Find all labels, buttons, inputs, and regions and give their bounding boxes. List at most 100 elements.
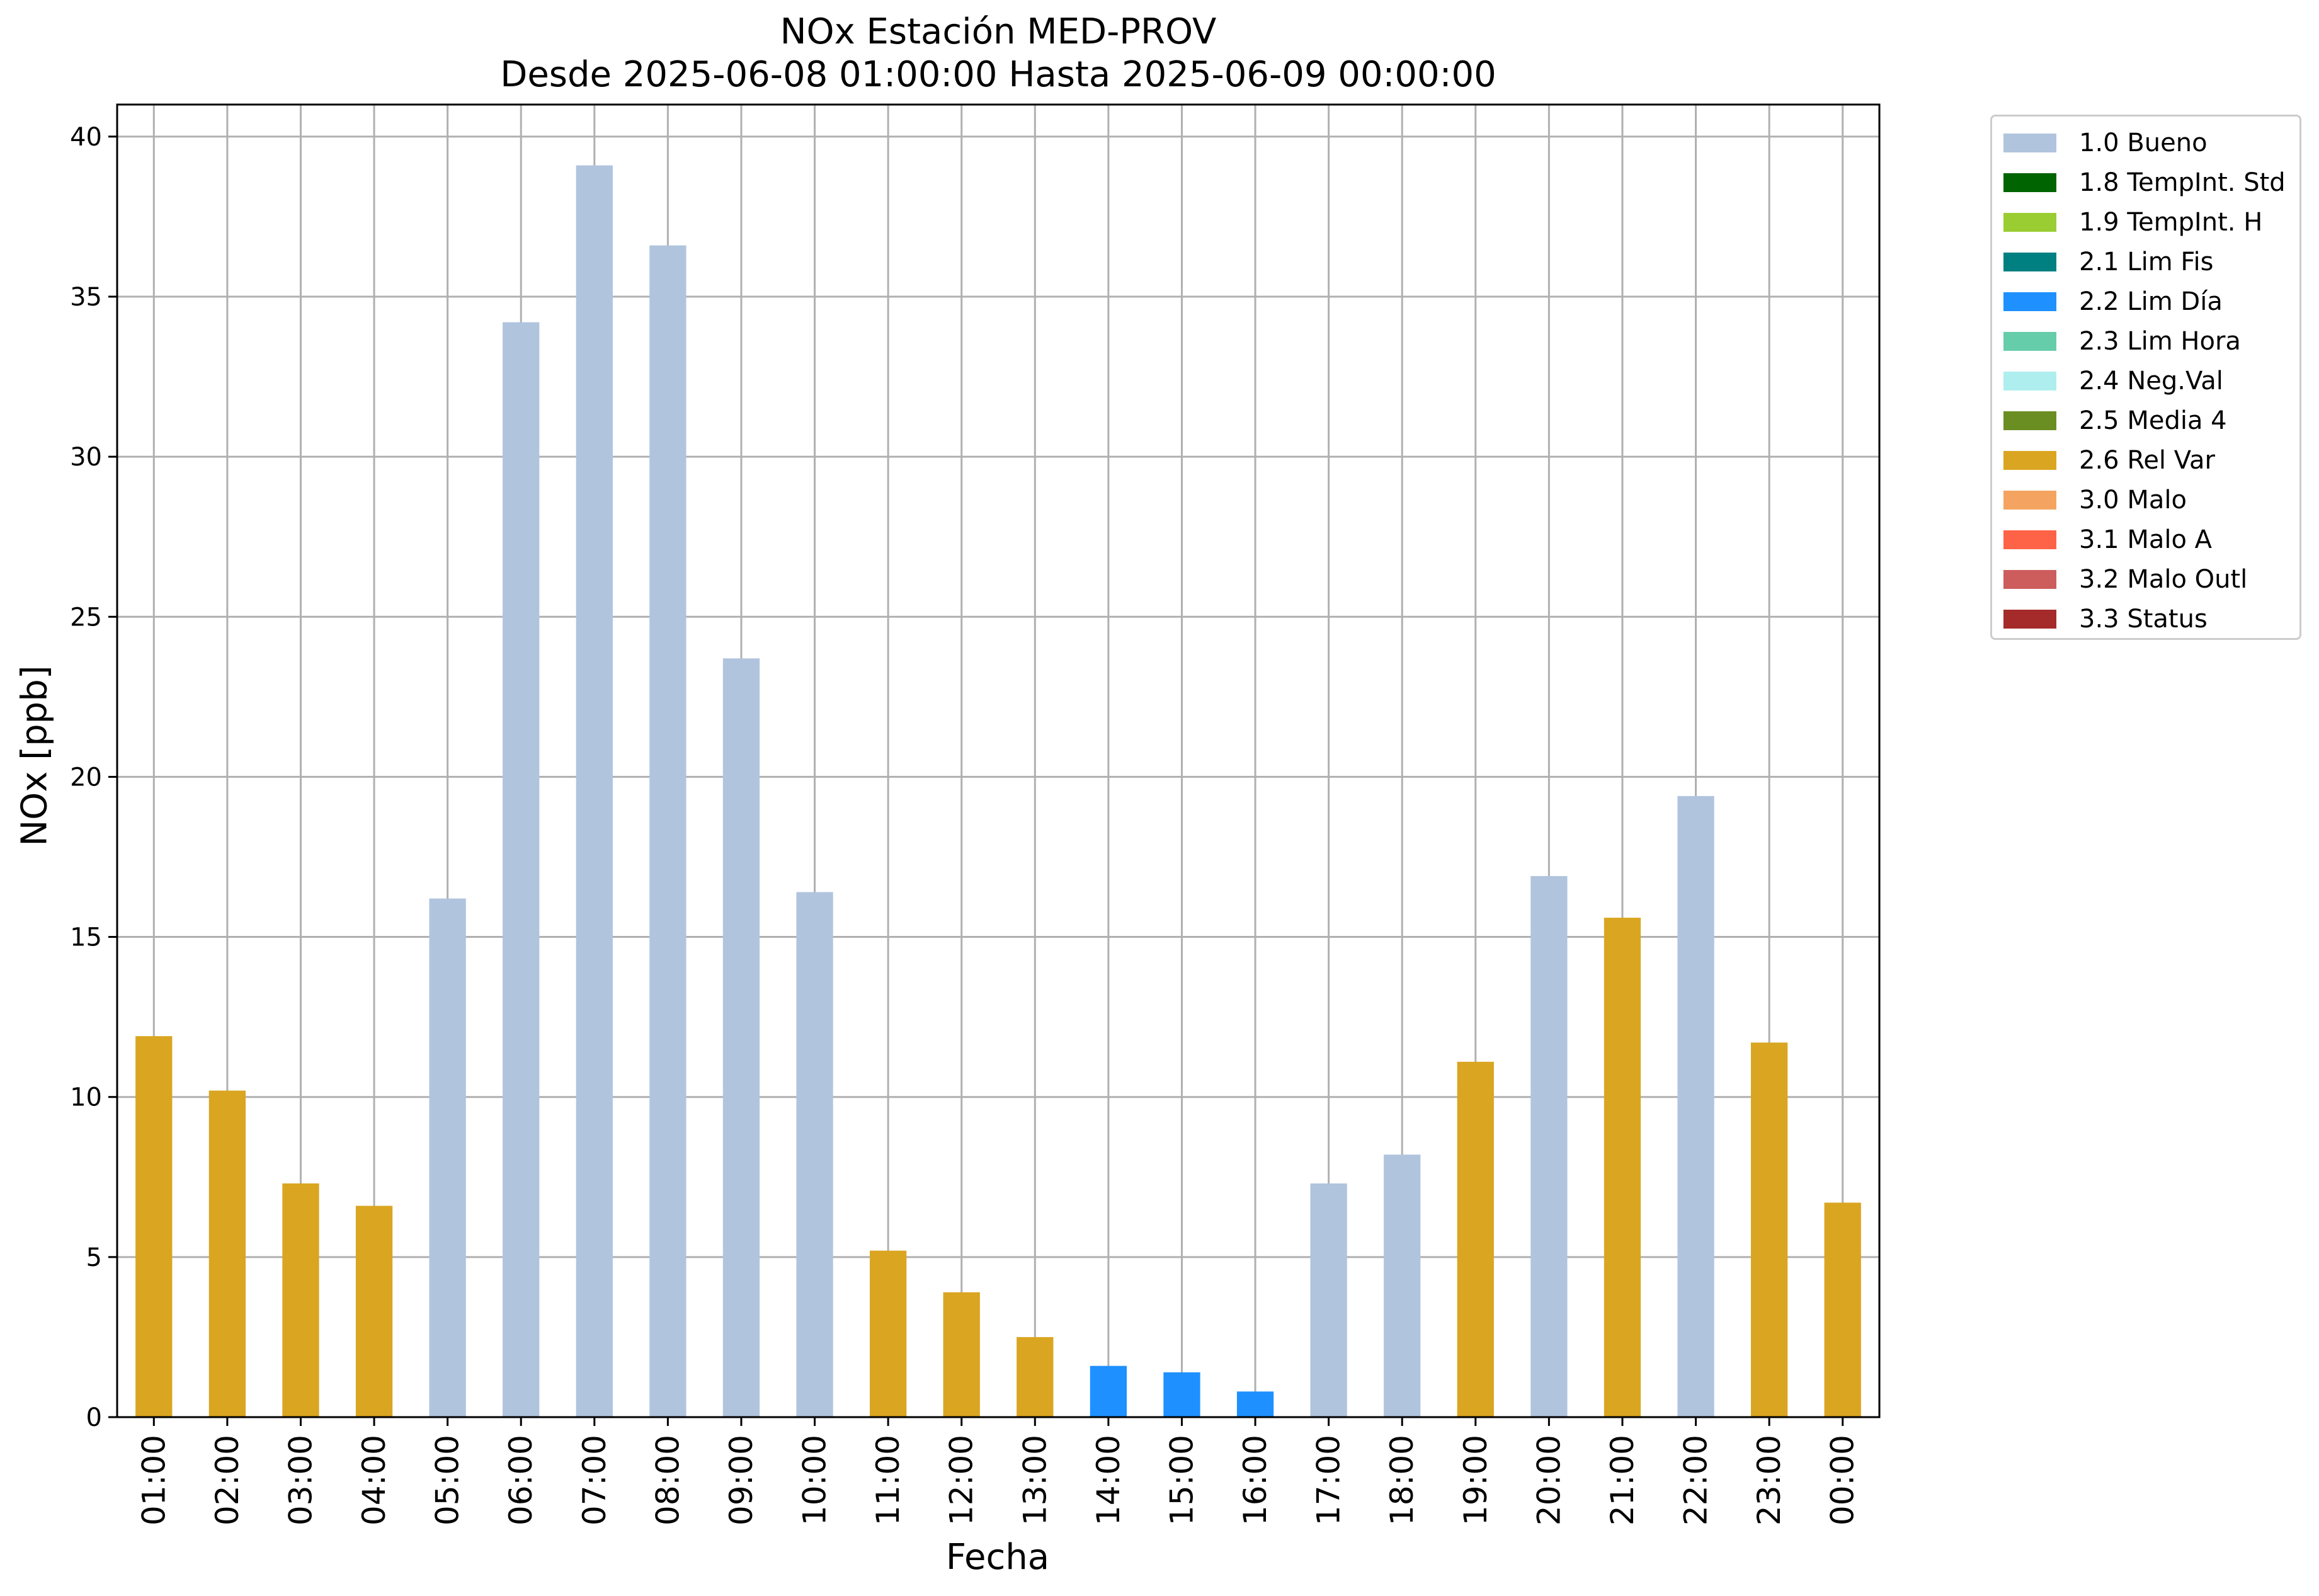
legend-swatch: [2003, 530, 2056, 549]
y-tick-label: 35: [70, 283, 102, 312]
legend-swatch: [2003, 411, 2056, 430]
legend-swatch: [2003, 332, 2056, 351]
legend-swatch: [2003, 372, 2056, 390]
bar-10:00: [796, 892, 833, 1417]
y-tick-label: 20: [70, 763, 102, 792]
legend-item: 3.3 Status: [2003, 605, 2208, 634]
legend-swatch: [2003, 292, 2056, 311]
x-tick-label: 14:00: [1090, 1435, 1127, 1525]
bars: [135, 165, 1861, 1417]
x-tick-label: 09:00: [723, 1435, 760, 1525]
bar-21:00: [1604, 918, 1641, 1417]
legend-swatch: [2003, 570, 2056, 589]
x-tick-label: 01:00: [135, 1435, 172, 1525]
x-axis: 01:00 02:00 03:00 04:00 05:00 06:00 07:00 08:00…: [135, 1417, 1861, 1525]
x-tick-label: 19:00: [1457, 1435, 1494, 1525]
bar-19:00: [1457, 1061, 1494, 1417]
legend-item: 2.6 Rel Var: [2003, 446, 2215, 475]
legend-item: 2.4 Neg.Val: [2003, 367, 2223, 396]
legend-item: 3.2 Malo Outl: [2003, 565, 2248, 594]
legend-swatch: [2003, 451, 2056, 470]
legend-label: 2.6 Rel Var: [2079, 446, 2215, 475]
bar-07:00: [576, 165, 613, 1417]
legend-item: 2.3 Lim Hora: [2003, 327, 2241, 356]
y-tick-label: 25: [70, 603, 102, 632]
y-tick-label: 0: [86, 1403, 102, 1432]
bar-06:00: [503, 322, 540, 1417]
legend-label: 3.2 Malo Outl: [2079, 565, 2248, 594]
legend-label: 2.3 Lim Hora: [2079, 327, 2241, 356]
legend-label: 2.4 Neg.Val: [2079, 367, 2223, 396]
legend-swatch: [2003, 610, 2056, 629]
x-tick-label: 04:00: [356, 1435, 392, 1525]
legend-label: 3.0 Malo: [2079, 486, 2187, 515]
x-tick-label: 03:00: [282, 1435, 319, 1525]
bar-02:00: [208, 1090, 246, 1417]
x-tick-label: 13:00: [1017, 1435, 1053, 1525]
y-axis: 0 5 10 15 20 25 30 35 40: [70, 123, 117, 1432]
legend-item: 1.8 TempInt. Std: [2003, 168, 2286, 197]
legend-swatch: [2003, 253, 2056, 271]
x-tick-label: 20:00: [1530, 1435, 1567, 1525]
x-tick-label: 05:00: [430, 1435, 466, 1525]
bar-22:00: [1677, 795, 1714, 1417]
x-tick-label: 02:00: [209, 1435, 246, 1525]
x-tick-label: 00:00: [1825, 1435, 1861, 1525]
bar-04:00: [355, 1206, 393, 1417]
bar-00:00: [1824, 1202, 1861, 1417]
bar-17:00: [1310, 1183, 1347, 1417]
x-tick-label: 18:00: [1384, 1435, 1420, 1525]
y-tick-label: 15: [70, 923, 102, 952]
legend-label: 2.2 Lim Día: [2079, 287, 2223, 316]
bar-08:00: [649, 245, 687, 1417]
y-tick-label: 40: [70, 123, 102, 152]
legend-label: 1.0 Bueno: [2079, 128, 2208, 157]
x-tick-label: 17:00: [1311, 1435, 1347, 1525]
x-tick-label: 23:00: [1751, 1435, 1787, 1525]
x-tick-label: 07:00: [576, 1435, 613, 1525]
y-tick-label: 10: [70, 1083, 102, 1112]
legend-item: 1.0 Bueno: [2003, 128, 2208, 157]
legend-label: 2.1 Lim Fis: [2079, 248, 2214, 276]
x-tick-label: 06:00: [503, 1435, 539, 1525]
legend-item: 3.1 Malo A: [2003, 525, 2213, 554]
x-tick-label: 22:00: [1678, 1435, 1714, 1525]
bar-16:00: [1236, 1391, 1274, 1417]
bar-11:00: [869, 1250, 907, 1417]
x-tick-label: 12:00: [943, 1435, 980, 1525]
legend: 1.0 Bueno 1.8 TempInt. Std 1.9 TempInt. H 2…: [1990, 115, 2301, 640]
bar-13:00: [1017, 1337, 1054, 1417]
y-axis-label: NOx [ppb]: [14, 665, 55, 846]
chart-title: NOx Estación MED-PROV: [780, 11, 1217, 52]
plot-frame: [116, 103, 1881, 1418]
bar-03:00: [282, 1183, 319, 1417]
bar-20:00: [1530, 875, 1568, 1417]
bar-23:00: [1750, 1042, 1788, 1417]
bar-15:00: [1163, 1372, 1200, 1417]
legend-label: 3.1 Malo A: [2079, 525, 2213, 554]
chart-subtitle: Desde 2025-06-08 01:00:00 Hasta 2025-06-…: [500, 54, 1496, 95]
legend-swatch: [2003, 173, 2056, 192]
bar-05:00: [429, 898, 466, 1417]
bar-12:00: [943, 1292, 980, 1417]
y-tick-label: 5: [86, 1243, 102, 1272]
bar-14:00: [1090, 1365, 1127, 1417]
legend-label: 1.8 TempInt. Std: [2079, 168, 2286, 197]
x-tick-label: 11:00: [870, 1435, 906, 1525]
legend-swatch: [2003, 213, 2056, 232]
bar-09:00: [722, 658, 760, 1417]
y-tick-label: 30: [70, 443, 102, 472]
legend-label: 3.3 Status: [2079, 605, 2208, 634]
legend-swatch: [2003, 491, 2056, 510]
x-tick-label: 10:00: [797, 1435, 833, 1525]
legend-label: 1.9 TempInt. H: [2079, 208, 2263, 237]
x-tick-label: 16:00: [1237, 1435, 1273, 1525]
legend-item: 2.2 Lim Día: [2003, 287, 2223, 316]
legend-swatch: [2003, 134, 2056, 152]
bar-18:00: [1384, 1154, 1421, 1417]
x-tick-label: 15:00: [1163, 1435, 1200, 1525]
x-axis-label: Fecha: [945, 1537, 1050, 1578]
legend-item: 2.5 Media 4: [2003, 406, 2227, 435]
legend-label: 2.5 Media 4: [2079, 406, 2227, 435]
